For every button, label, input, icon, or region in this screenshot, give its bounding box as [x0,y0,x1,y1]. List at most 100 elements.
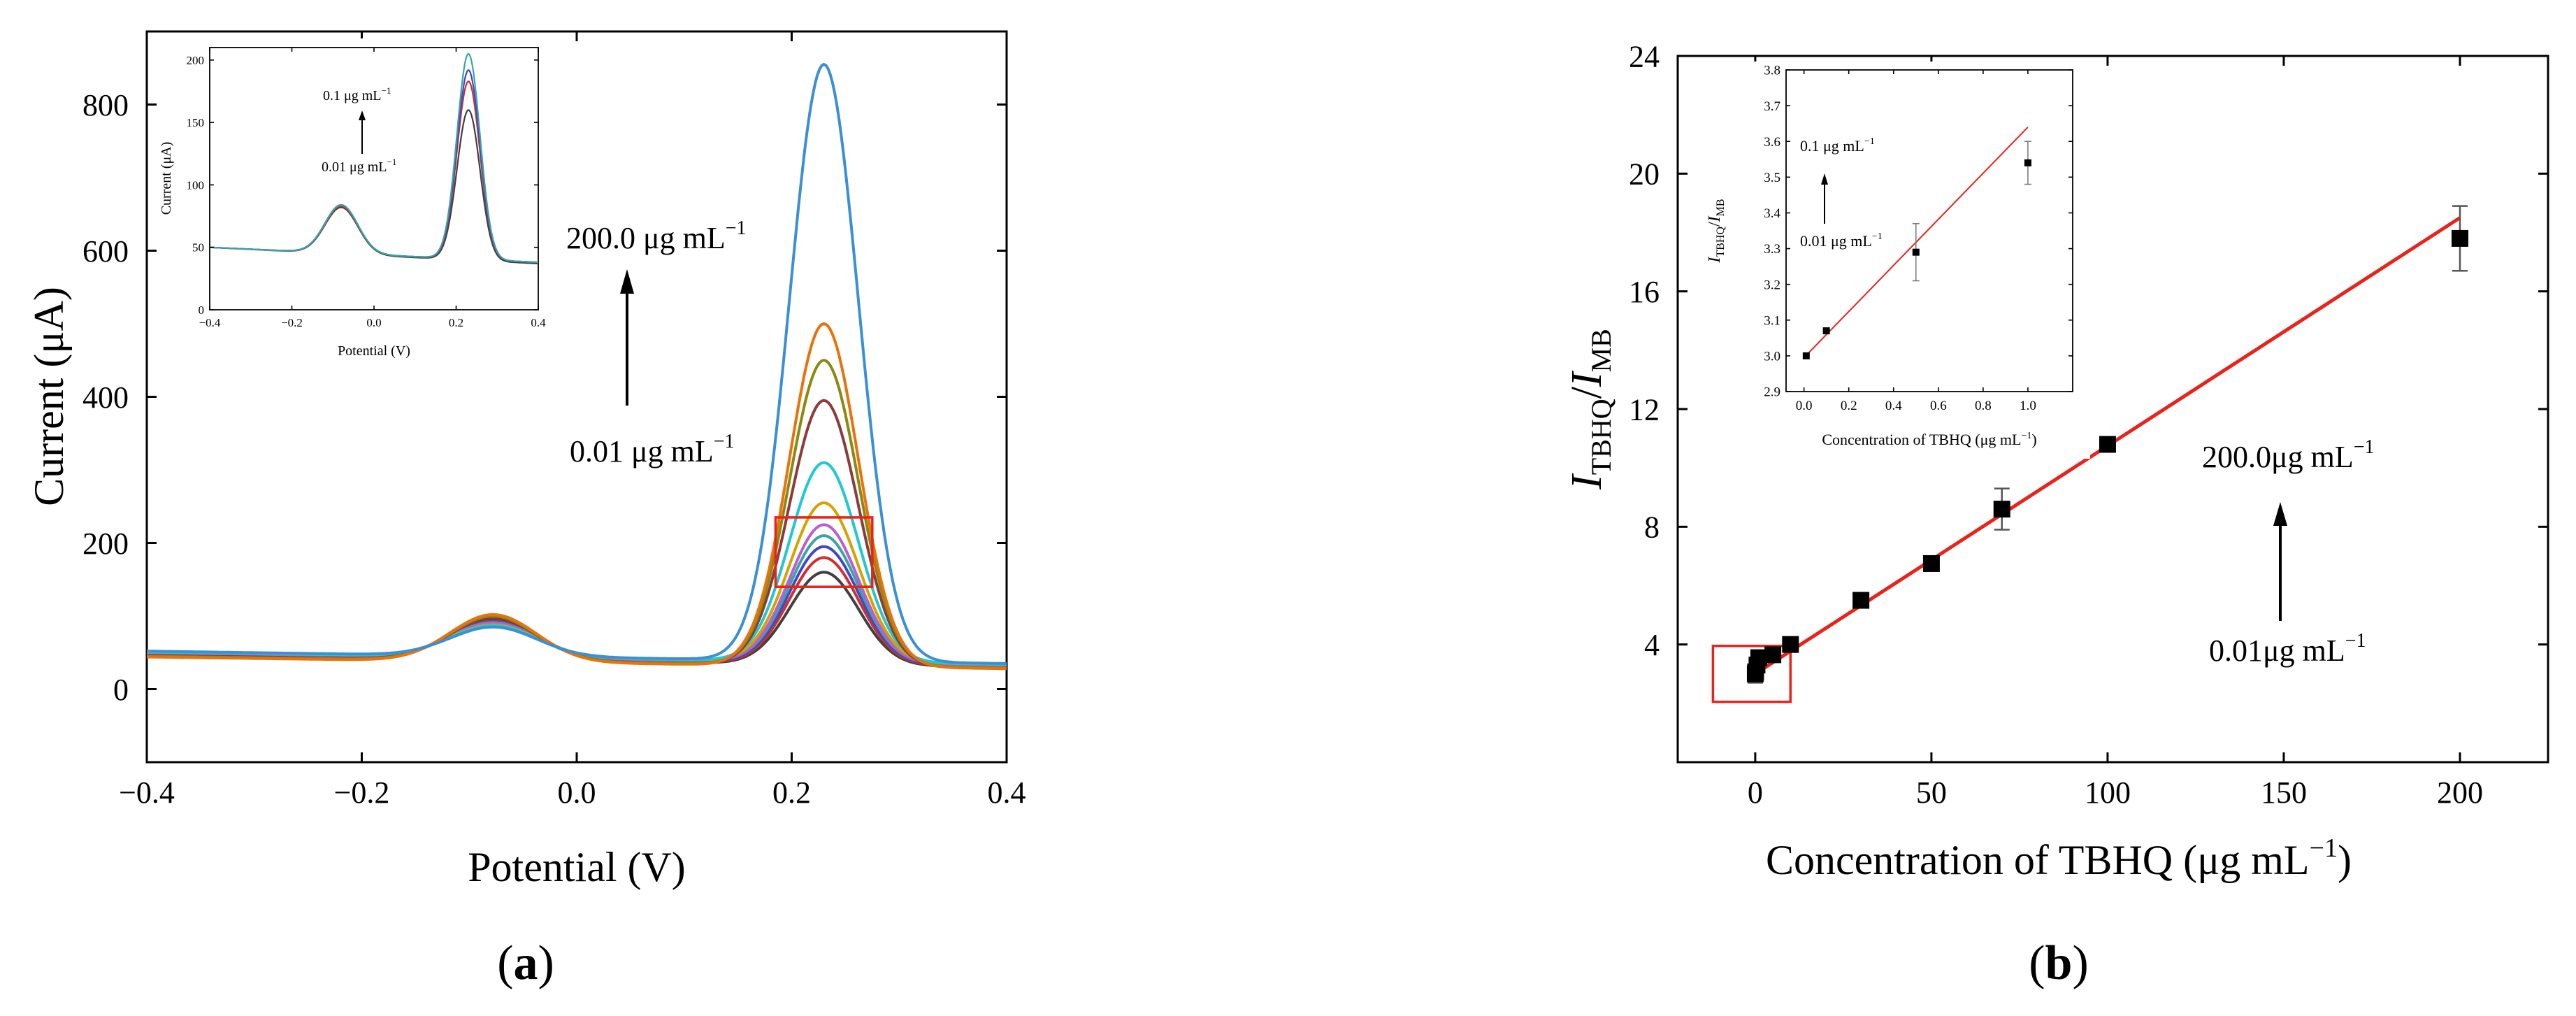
panel-b-inset-ticks: 0.0 0.2 0.4 0.6 0.8 1.0 2.9 3.0 3.1 3.2 3.3 3.4 3.5 3… [1764,64,2073,413]
panel-a-x-tick-label: −0.4 [119,775,175,810]
panel-b-label: (b) [2029,936,2089,990]
panel-b-inset-y-tick-label: 3.1 [1764,313,1780,328]
panel-a-inset-annotation-high-sup: −1 [382,85,391,96]
panel-b-y-axis-label-i2: I [1563,370,1611,387]
panel-b-label-close: ) [2072,936,2088,990]
panel-a-inset-annotation-low-text: 0.01 μg mL [322,159,387,175]
panel-b-x-tick-label: 200 [2437,775,2483,810]
panel-a-inset-x-tick-label: 0.4 [531,316,546,329]
panel-a-inset-y-tick-label: 150 [187,116,205,129]
panel-b-annotation-high-sup: −1 [2354,436,2375,458]
panel-a-annotation-low-sup: −1 [714,431,735,452]
panel-b-inset-y-tick-label: 3.0 [1764,350,1780,364]
panel-b-inset-y-tick-label: 2.9 [1764,385,1780,400]
panel-a-highlight-box [774,516,874,588]
panel-b-y-tick-label: 16 [1629,275,1660,309]
panel-b-x-tick-label: 50 [1916,775,1947,810]
panel-b-inset-background [1699,62,2090,459]
panel-b-inset-x-axis-label: Concentration of TBHQ (μg mL−1) [1822,431,2036,448]
panel-a-inset-ticks: −0.4 −0.2 0.0 0.2 0.4 0 50 100 150 200 [187,48,546,329]
panel-b-inset-x-tick-label: 0.4 [1885,399,1902,413]
panel-b-inset-plot-frame [1785,69,2073,392]
panel-a-y-tick-label: 800 [82,88,129,122]
panel-a-x-tick-label: 0.0 [558,775,596,810]
panel-a-x-tick-label: 0.4 [988,775,1026,810]
panel-b-inset-y-axis-label-i2: I [1706,215,1724,222]
panel-a-y-tick-label: 600 [82,234,129,269]
panel-b-inset-annotation-low-text: 0.01 μg mL [1800,232,1872,250]
panel-a-inset-y-tick-label: 200 [187,54,205,67]
panel-a-y-tick-label: 400 [82,380,129,415]
panel-b-inset-data-point [1802,352,1810,359]
panel-b-inset-x-axis-label-sup: −1 [2021,431,2031,441]
panel-a-inset-curves [209,52,538,264]
panel-b-points [1746,205,2468,684]
panel-b-inset-annotation-high-text: 0.1 μg mL [1800,137,1864,155]
panel-a-inset-annotation-low: 0.01 μg mL−1 [322,157,396,175]
panel-a-label: (a) [497,936,554,990]
panel-b-highlight-box [1711,645,1792,703]
panel-b-data-point [1852,592,1870,609]
panel-b-label-letter: b [2045,936,2073,990]
panel-b-y-tick-label: 12 [1629,392,1660,427]
panel-b-y-axis-label-sub1: TBHQ [1585,399,1617,475]
panel-a-curves [146,62,1007,671]
panel-b-y-tick-label: 24 [1629,39,1660,73]
panel-b-data-point [1782,636,1799,653]
panel-b-y-axis-label-sub2: MB [1585,329,1617,372]
panel-b-x-axis-label-close: ) [2338,837,2352,883]
panel-b-inset-data-point [2024,159,2031,166]
panel-b-y-axis-label: ITBHQ/IMB [1563,329,1617,490]
panel-a-series-line [147,62,1007,665]
panel-b-ticks: 0 50 100 150 200 4 8 12 16 20 24 [1629,39,2548,810]
panel-a-inset-arrow-head [359,110,366,120]
panel-b-data-point [1993,501,2010,518]
panel-a-x-tick-label: −0.2 [334,775,390,810]
panel-a-y-tick-label: 200 [82,527,129,561]
panel-b-x-axis-label-text: Concentration of TBHQ (μg mL [1766,837,2310,883]
panel-b-data-point [2451,229,2468,247]
panel-a-annotation-arrow-head [620,269,634,294]
panel-b-data-point [1750,649,1767,666]
panel-a-inset-annotation-high: 0.1 μg mL−1 [323,85,391,103]
panel-a-inset-y-tick-label: 50 [192,241,204,255]
panel-b-inset-x-tick-label: 0.2 [1841,399,1857,413]
panel-a-x-axis-label: Potential (V) [468,844,686,890]
panel-a-inset-y-axis-label: Current (μA) [159,142,174,215]
panel-b-data-point [1764,646,1782,664]
panel-b-inset-y-tick-label: 3.5 [1764,171,1780,185]
panel-b-x-axis-label-sup: −1 [2310,833,2338,863]
panel-a-label-open: ( [497,936,513,990]
panel-b-inset-data-point [1822,327,1830,335]
panel-a-inset-x-tick-label: −0.2 [281,316,303,329]
panel-a-label-letter: a [514,936,538,990]
panel-b-inset: 0.0 0.2 0.4 0.6 0.8 1.0 2.9 3.0 3.1 3.2 3.3 3.4 3.5 3… [1699,62,2090,459]
panel-b-annotation-low-text: 0.01μg mL [2209,634,2345,668]
panel-a-inset-x-tick-label: −0.4 [199,316,221,329]
panel-a-annotation-low: 0.01 μg mL−1 [570,431,735,468]
panel-a-inset-x-axis-label: Potential (V) [338,343,410,359]
panel-b: 0 50 100 150 200 4 8 12 16 20 24 Concentration of … [1563,39,2549,990]
panel-a-inset-y-tick-label: 100 [187,178,205,192]
panel-a-annotation-low-text: 0.01 μg mL [570,434,714,468]
panel-b-inset-y-tick-label: 3.8 [1764,64,1780,78]
panel-b-inset-y-tick-label: 3.6 [1764,135,1780,150]
panel-a-inset-annotation-high-text: 0.1 μg mL [323,88,382,103]
panel-b-annotation-low: 0.01μg mL−1 [2209,630,2366,668]
panel-a-inset-x-tick-label: 0.2 [449,316,463,329]
panel-b-inset-annotation-low-sup: −1 [1872,231,1883,242]
panel-b-inset-y-axis-label-i1: I [1706,257,1724,264]
panel-b-inset-x-axis-label-text: Concentration of TBHQ (μg mL [1822,431,2021,448]
panel-b-annotation-high-text: 200.0μg mL [2202,440,2354,474]
panel-b-inset-x-tick-label: 0.8 [1975,399,1992,413]
panel-b-inset-y-axis-label-sub1: TBHQ [1715,227,1727,257]
panel-b-inset-annotation-low: 0.01 μg mL−1 [1800,231,1883,250]
panel-b-x-tick-label: 100 [2085,775,2131,810]
panel-b-y-tick-label: 8 [1644,510,1660,545]
panel-b-inset-data-point [1912,248,1920,256]
panel-a-inset-background [196,38,552,366]
panel-b-annotation-arrow-head [2273,502,2287,526]
panel-b-inset-y-tick-label: 3.4 [1764,206,1780,221]
panel-b-x-tick-label: 0 [1748,775,1763,810]
